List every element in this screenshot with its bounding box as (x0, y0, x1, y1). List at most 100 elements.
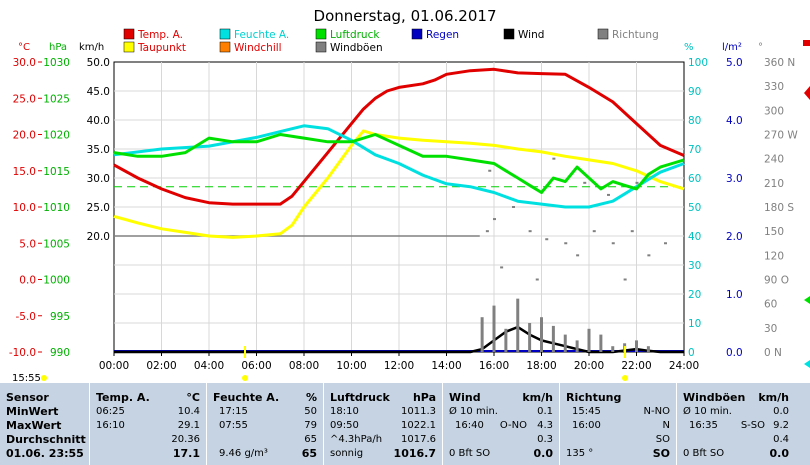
pressure-current: 1016.7 (393, 447, 436, 460)
pressure-unit-label: hPa (412, 391, 436, 404)
x-tick-label: 18:00 (526, 360, 556, 372)
direction-point (488, 169, 492, 172)
x-tick-label: 00:00 (99, 360, 129, 372)
pressure-header: Luftdruck (330, 391, 390, 404)
current-time: 15:55 (12, 373, 41, 383)
direction-point (611, 242, 615, 245)
rain-tick-label: 3.0 (726, 173, 743, 185)
direction-point (564, 242, 568, 245)
direction-tick-label: 330 (764, 81, 784, 93)
wind-current: 0.0 (533, 447, 554, 460)
wind-unit-label: km/h (522, 391, 553, 404)
gusts-avg: 0.4 (773, 434, 789, 445)
pressure-max-time: 09:50 (330, 420, 359, 431)
humidity-tick-label: 80 (688, 115, 701, 127)
humidity-tick-label: 60 (688, 173, 701, 185)
direction-tick-label: 90 O (764, 275, 789, 287)
stats-footer: Sensor MinWert MaxWert Durchschnitt 01.0… (0, 383, 810, 465)
pressure-min-time: 18:10 (330, 406, 359, 417)
legend-swatch (597, 28, 609, 40)
temp-tick-label: 20.0 (13, 130, 36, 142)
temp-tick-label: 10.0 (13, 202, 36, 214)
wind-tick-label: 45.0 (87, 86, 110, 98)
humidity-column: Feuchte A.% 17:15 50 07:55 79 65 9.46 g/m³… (206, 383, 323, 465)
direction-point (623, 278, 627, 281)
temp-tick-label: -10.0 (9, 347, 36, 359)
sensor-header: Sensor (6, 391, 49, 404)
direction-point (647, 254, 651, 257)
sunrise-icon (242, 375, 248, 381)
wind-tick-label: 50.0 (87, 57, 110, 69)
wind-header: Wind (449, 391, 481, 404)
direction-point (583, 181, 587, 184)
direction-point (607, 193, 610, 196)
legend-swatch (503, 28, 515, 40)
legend-label: Temp. A. (137, 29, 183, 41)
humidity-arrow-icon (804, 360, 810, 368)
pressure-tick-label: 1010 (43, 202, 70, 214)
wind-column: Wind km/h Ø 10 min. 0.1 16:40 O-NO 4.3 0.3 0… (442, 383, 559, 465)
direction-tick-label: 240 (764, 154, 784, 166)
wind-tick-label: 25.0 (87, 202, 110, 214)
max-label: MaxWert (6, 419, 62, 432)
axis-ticks: 30.025.020.015.010.05.00.0-5.0-10.010301… (9, 57, 799, 372)
humidity-max-time: 07:55 (219, 420, 248, 431)
legend-swatch (315, 28, 327, 40)
humidity-tick-label: 100 (688, 57, 708, 69)
wind-tick-label: 40.0 (87, 115, 110, 127)
legend-label: Regen (426, 29, 459, 41)
humidity-tick-label: 90 (688, 86, 701, 98)
gusts-max: 9.2 (773, 420, 789, 431)
legend-label: Taupunkt (137, 42, 186, 54)
x-tick-label: 14:00 (431, 360, 461, 372)
humidity-absolute: 9.46 g/m³ (219, 448, 268, 459)
temp-header: Temp. A. (96, 391, 150, 404)
series-line-luftdruck (113, 133, 685, 194)
gusts-avg-label: Ø 10 min. (683, 406, 732, 417)
temp-current: 17.1 (172, 447, 200, 460)
x-tick-label: 24:00 (669, 360, 699, 372)
direction-tick-label: 60 (764, 299, 777, 311)
gusts-unit-label: km/h (758, 391, 789, 404)
direction-max-time: 16:00 (572, 420, 601, 431)
humidity-tick-label: 70 (688, 144, 701, 156)
wind-min: 0.1 (537, 406, 553, 417)
wind-tick-label: 35.0 (87, 144, 110, 156)
direction-point (535, 278, 539, 281)
temp-tick-label: -5.0 (16, 311, 37, 323)
humidity-tick-label: 50 (688, 202, 701, 214)
direction-point (576, 254, 580, 257)
legend: Temp. A. Feuchte A. Luftdruck Regen Wind Rich… (123, 28, 659, 54)
pressure-tick-label: 1000 (43, 275, 70, 287)
pressure-tick-label: 1020 (43, 130, 70, 142)
current-label: 01.06. 23:55 (6, 447, 84, 460)
pressure-max: 1022.1 (401, 420, 436, 431)
temp-max: 29.1 (177, 420, 200, 431)
sunset-icon (622, 375, 628, 381)
legend-swatch (123, 41, 135, 53)
direction-point (635, 181, 639, 184)
direction-tick-label: 30 (764, 323, 777, 335)
direction-point (485, 230, 489, 233)
rain-tick-label: 2.0 (726, 231, 743, 243)
wind-tick-label: 20.0 (87, 231, 110, 243)
humidity-unit-label: % (305, 391, 317, 404)
humidity-tick-label: 0 (688, 347, 695, 359)
wind-avg: 0.3 (537, 434, 553, 445)
temp-unit: °C (18, 42, 30, 53)
min-label: MinWert (6, 405, 59, 418)
direction-tick-label: 300 (764, 105, 784, 117)
series-line-temp-a- (113, 67, 685, 206)
pressure-tick-label: 1030 (43, 57, 70, 69)
legend-swatch (219, 41, 231, 53)
temp-min-time: 06:25 (96, 406, 125, 417)
direction-point (528, 230, 532, 233)
direction-unit: ° (758, 42, 763, 53)
legend-label: Windchill (234, 42, 282, 54)
rain-tick-label: 1.0 (726, 289, 743, 301)
legend-swatch (411, 28, 423, 40)
wind-tick-label: 30.0 (87, 173, 110, 185)
direction-tick-label: 210 (764, 178, 784, 190)
legend-swatch (315, 41, 327, 53)
direction-min: N-NO (643, 406, 670, 417)
